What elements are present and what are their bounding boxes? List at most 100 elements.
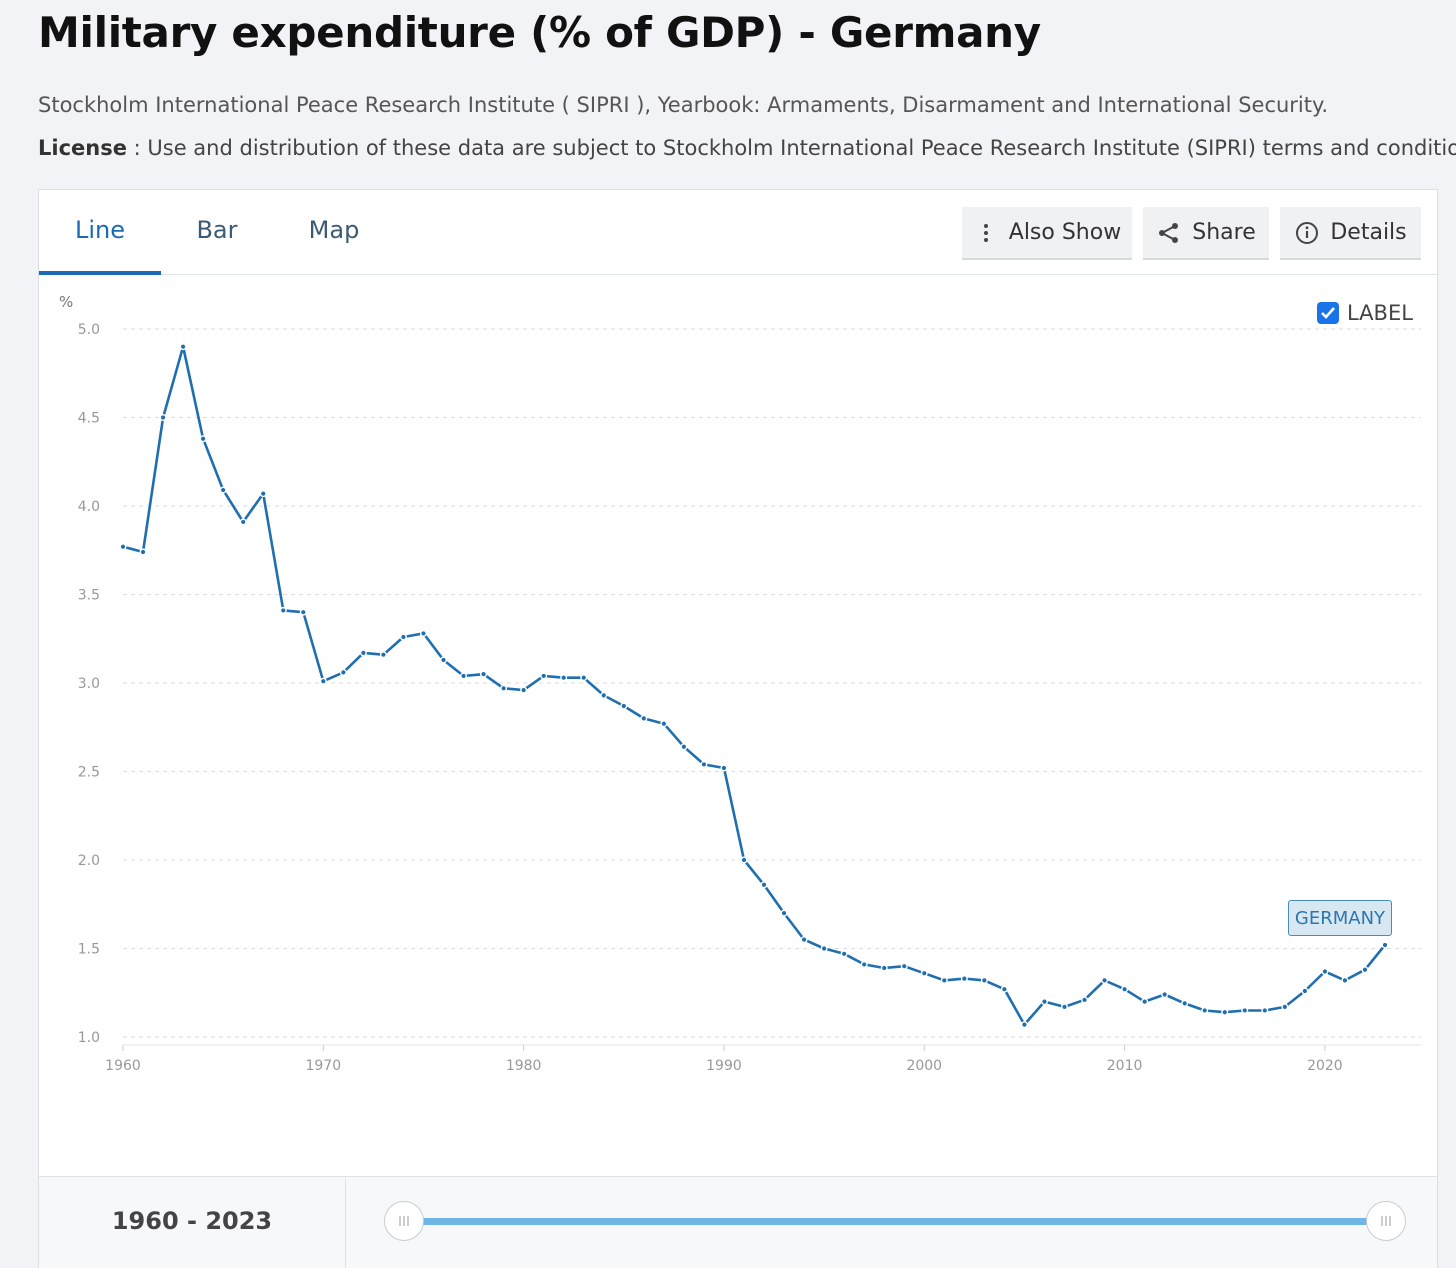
data-point[interactable]: [1221, 1008, 1229, 1016]
data-point[interactable]: [139, 548, 147, 556]
data-point[interactable]: [920, 969, 928, 977]
x-tick-label: 1970: [305, 1058, 341, 1074]
info-icon: [1294, 220, 1320, 246]
label-toggle-text: LABEL: [1347, 301, 1413, 325]
data-point[interactable]: [640, 714, 648, 722]
year-range-bar: 1960 - 2023: [39, 1176, 1437, 1268]
data-point[interactable]: [720, 764, 728, 772]
data-point[interactable]: [1281, 1003, 1289, 1011]
license-label: License: [38, 136, 127, 160]
data-point[interactable]: [259, 490, 267, 498]
details-label: Details: [1330, 220, 1407, 245]
data-point[interactable]: [399, 633, 407, 641]
data-point[interactable]: [239, 518, 247, 526]
data-point[interactable]: [299, 608, 307, 616]
data-point[interactable]: [940, 976, 948, 984]
data-point[interactable]: [440, 656, 448, 664]
data-point[interactable]: [560, 674, 568, 682]
data-point[interactable]: [700, 760, 708, 768]
data-point[interactable]: [1141, 998, 1149, 1006]
data-point[interactable]: [1101, 976, 1109, 984]
line-chart: 1.0 1.5 2.0 2.5 3.0 3.5 4.0 4.5 5.0 1960 1970 1980 1…: [59, 293, 1421, 1074]
data-point[interactable]: [219, 486, 227, 494]
data-point[interactable]: [900, 962, 908, 970]
also-show-button[interactable]: Also Show: [962, 207, 1132, 260]
share-button[interactable]: Share: [1143, 207, 1269, 260]
data-point[interactable]: [680, 743, 688, 751]
data-point[interactable]: [1201, 1006, 1209, 1014]
data-point[interactable]: [600, 691, 608, 699]
grip-icon: [399, 1216, 409, 1226]
details-button[interactable]: Details: [1280, 207, 1421, 260]
data-point[interactable]: [820, 945, 828, 953]
data-point[interactable]: [199, 435, 207, 443]
label-checkbox[interactable]: [1317, 302, 1339, 324]
share-icon: [1156, 220, 1182, 246]
data-point[interactable]: [1181, 999, 1189, 1007]
x-tick-label: 1960: [105, 1058, 141, 1074]
data-point[interactable]: [800, 936, 808, 944]
data-point[interactable]: [379, 651, 387, 659]
range-handle-start[interactable]: [384, 1201, 424, 1241]
range-start: 1960: [111, 1207, 179, 1235]
tab-map[interactable]: Map: [308, 216, 360, 244]
axis-labels: 1.0 1.5 2.0 2.5 3.0 3.5 4.0 4.5 5.0 1960 1970 1980 1…: [59, 293, 1421, 1074]
data-point[interactable]: [1121, 985, 1129, 993]
data-point[interactable]: [119, 543, 127, 551]
data-point[interactable]: [660, 720, 668, 728]
x-tick-label: 1980: [506, 1058, 542, 1074]
chart-tabbar: Line Bar Map Also Show Share Details: [39, 190, 1437, 275]
data-point[interactable]: [740, 856, 748, 864]
data-point[interactable]: [179, 343, 187, 351]
data-point[interactable]: [580, 674, 588, 682]
data-point[interactable]: [620, 702, 628, 710]
data-point[interactable]: [1020, 1021, 1028, 1029]
data-point[interactable]: [1261, 1006, 1269, 1014]
data-point[interactable]: [1000, 985, 1008, 993]
data-point[interactable]: [1381, 941, 1389, 949]
data-point[interactable]: [279, 606, 287, 614]
data-point[interactable]: [520, 686, 528, 694]
data-point[interactable]: [480, 670, 488, 678]
data-point[interactable]: [960, 975, 968, 983]
check-icon: [1321, 307, 1335, 319]
x-tick-label: 2000: [906, 1058, 942, 1074]
tab-bar[interactable]: Bar: [196, 216, 238, 244]
data-point[interactable]: [1321, 968, 1329, 976]
license-line: License : Use and distribution of these …: [38, 136, 1456, 160]
range-handle-end[interactable]: [1366, 1201, 1406, 1241]
data-point[interactable]: [500, 684, 508, 692]
y-tick-label: 4.5: [78, 411, 100, 427]
data-point[interactable]: [880, 964, 888, 972]
data-point[interactable]: [980, 976, 988, 984]
data-point[interactable]: [780, 909, 788, 917]
data-point[interactable]: [540, 672, 548, 680]
data-point[interactable]: [1301, 987, 1309, 995]
data-point[interactable]: [760, 881, 768, 889]
range-slider-track[interactable]: [405, 1218, 1385, 1225]
series-label-germany: GERMANY: [1288, 900, 1392, 936]
data-point[interactable]: [1081, 996, 1089, 1004]
data-point[interactable]: [359, 649, 367, 657]
data-point[interactable]: [1060, 1003, 1068, 1011]
data-point[interactable]: [1361, 966, 1369, 974]
y-tick-label: 1.0: [78, 1030, 100, 1046]
data-point[interactable]: [419, 629, 427, 637]
data-point[interactable]: [460, 672, 468, 680]
data-point[interactable]: [319, 677, 327, 685]
x-tick-label: 2010: [1107, 1058, 1143, 1074]
data-point[interactable]: [860, 960, 868, 968]
source-citation: Stockholm International Peace Research I…: [38, 93, 1329, 117]
data-point[interactable]: [1040, 998, 1048, 1006]
data-point[interactable]: [1341, 976, 1349, 984]
data-point[interactable]: [840, 950, 848, 958]
data-point[interactable]: [1241, 1006, 1249, 1014]
y-tick-label: 2.0: [78, 853, 100, 869]
label-toggle[interactable]: LABEL: [1317, 298, 1413, 328]
data-point[interactable]: [339, 668, 347, 676]
data-point[interactable]: [1161, 991, 1169, 999]
tab-line[interactable]: Line: [39, 190, 161, 275]
data-point[interactable]: [159, 413, 167, 421]
y-tick-label: 2.5: [78, 765, 100, 781]
y-axis-unit: %: [59, 293, 73, 311]
